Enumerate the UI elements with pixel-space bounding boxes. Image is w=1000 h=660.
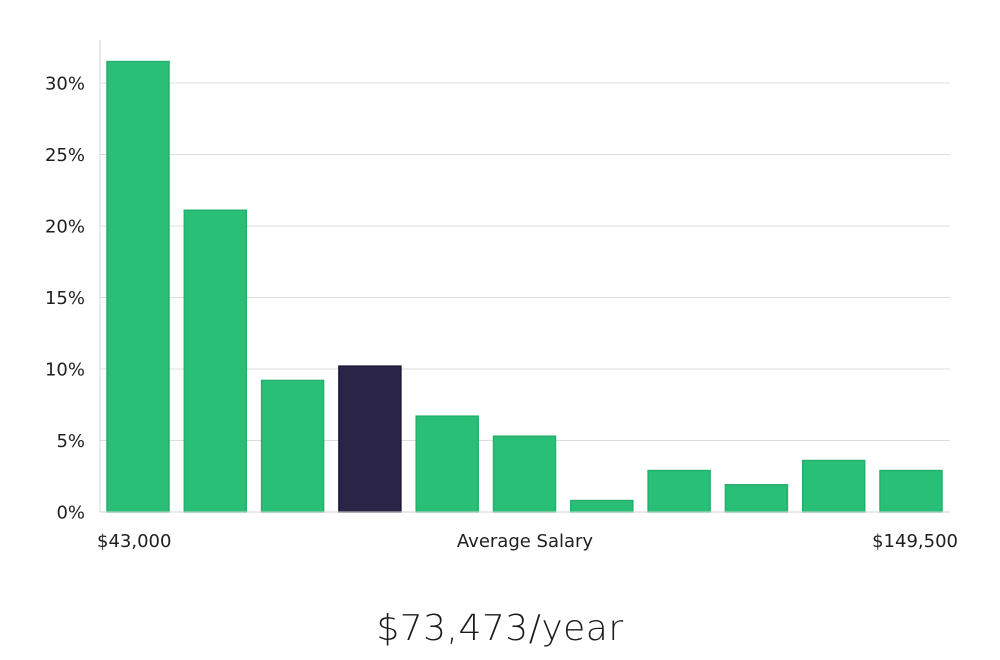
x-max-label: $149,500 [872,531,958,552]
y-tick-label: 0% [56,503,85,524]
salary-bar [415,415,479,513]
salary-bar [879,469,943,513]
average-salary-headline: $73,473/year [376,608,624,649]
salary-bar [570,499,634,513]
y-tick-label: 15% [45,288,85,309]
x-min-label: $43,000 [97,531,171,552]
salary-bar [183,209,248,513]
salary-bar [724,484,789,513]
salary-bar [492,435,557,513]
salary-bar [801,459,866,513]
highlighted-salary-bar [338,365,402,513]
salary-bar [647,469,711,513]
y-axis-ticks: 0% 5% 10% 15% 20% 25% 30% [45,74,85,524]
salary-bar [260,379,325,513]
bars [106,60,943,513]
y-tick-label: 25% [45,145,85,166]
y-tick-label: 30% [45,74,85,95]
y-tick-label: 10% [45,360,85,381]
x-axis-title: Average Salary [457,531,594,552]
y-tick-label: 20% [45,217,85,238]
salary-bar [106,60,170,513]
y-tick-label: 5% [56,431,85,452]
salary-histogram: 0% 5% 10% 15% 20% 25% 30% $43,000 Average Sala… [45,40,958,552]
